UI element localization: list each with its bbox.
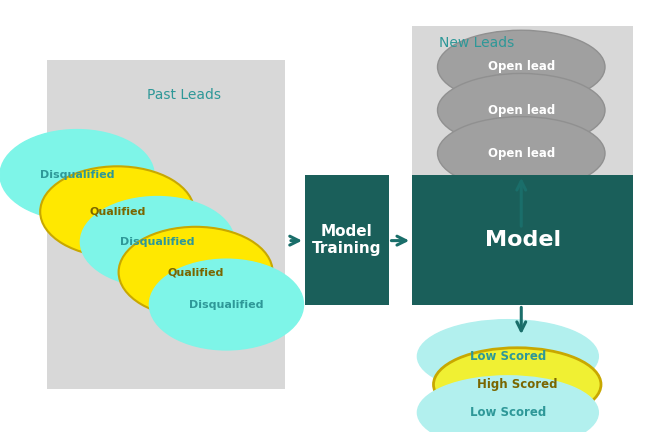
Text: Qualified: Qualified — [168, 267, 224, 277]
Ellipse shape — [40, 166, 194, 257]
Text: Past Leads: Past Leads — [147, 88, 221, 102]
Text: Model: Model — [484, 230, 561, 250]
Text: Qualified: Qualified — [89, 206, 145, 217]
Ellipse shape — [149, 259, 304, 350]
FancyBboxPatch shape — [412, 26, 633, 229]
Ellipse shape — [438, 73, 605, 147]
Ellipse shape — [417, 320, 598, 393]
Text: Low Scored: Low Scored — [470, 350, 546, 363]
Ellipse shape — [438, 30, 605, 104]
Ellipse shape — [0, 130, 154, 220]
Text: Model
Training: Model Training — [312, 224, 381, 256]
Text: Disqualified: Disqualified — [40, 170, 115, 180]
Text: High Scored: High Scored — [477, 378, 557, 391]
Text: New Leads: New Leads — [439, 36, 514, 50]
Ellipse shape — [417, 376, 598, 432]
FancyBboxPatch shape — [47, 60, 285, 389]
Ellipse shape — [438, 117, 605, 190]
Ellipse shape — [80, 197, 234, 287]
Text: Low Scored: Low Scored — [470, 406, 546, 419]
Text: Open lead: Open lead — [488, 147, 555, 160]
Ellipse shape — [433, 348, 601, 421]
FancyBboxPatch shape — [412, 175, 633, 305]
FancyBboxPatch shape — [305, 175, 389, 305]
Text: Open lead: Open lead — [488, 60, 555, 73]
Text: Disqualified: Disqualified — [120, 237, 195, 247]
Text: Disqualified: Disqualified — [189, 299, 264, 310]
Ellipse shape — [119, 227, 273, 318]
Text: Open lead: Open lead — [488, 104, 555, 117]
